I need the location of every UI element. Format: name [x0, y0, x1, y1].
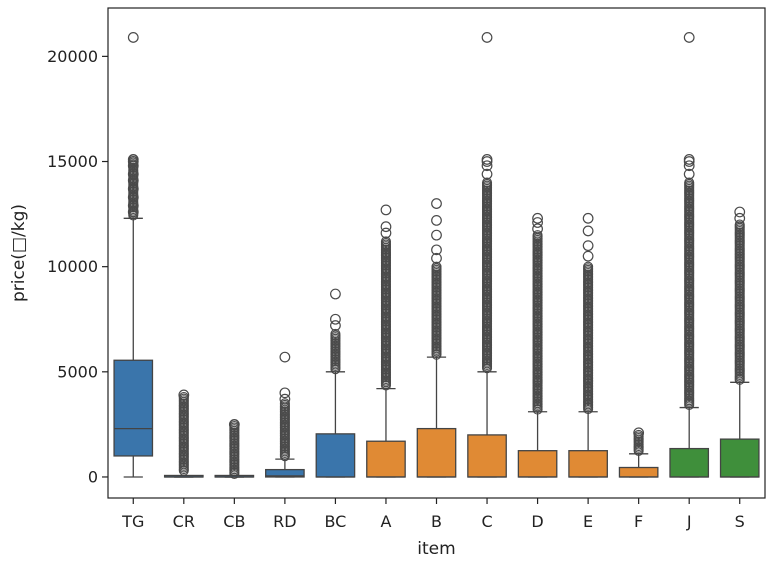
flier-point — [532, 217, 543, 228]
x-tick-label: E — [583, 512, 593, 531]
flier-point — [532, 212, 543, 224]
plot-frame — [107, 7, 766, 499]
box-iqr — [669, 447, 710, 478]
flier-point — [481, 154, 493, 165]
flier-point — [380, 227, 392, 239]
flier-point — [431, 198, 442, 209]
y-axis-label: price(□/kg) — [9, 204, 29, 302]
x-tick-label: S — [735, 512, 745, 531]
x-tick-label: CR — [173, 512, 195, 531]
y-tick-label: 0 — [88, 467, 98, 486]
flier-point — [330, 313, 341, 325]
box-iqr — [265, 468, 305, 478]
x-tick-label: A — [380, 512, 391, 531]
y-tick-label: 15000 — [47, 152, 98, 171]
box-b — [416, 198, 457, 478]
box-d — [517, 212, 558, 478]
box-s — [719, 206, 760, 478]
x-tick-label: BC — [324, 512, 346, 531]
flier-point — [279, 393, 291, 405]
box-tg — [113, 32, 154, 478]
x-tick-label: J — [686, 512, 692, 531]
box-iqr — [568, 450, 608, 478]
box-cb — [214, 418, 255, 480]
x-tick-label: D — [531, 512, 543, 531]
box-iqr — [517, 450, 558, 478]
box-iqr — [113, 359, 154, 457]
box-iqr — [719, 438, 760, 478]
flier-point — [380, 204, 392, 216]
flier-point — [279, 387, 291, 399]
flier-point — [178, 389, 190, 401]
flier-point — [127, 154, 139, 165]
x-tick-label: RD — [273, 512, 296, 531]
box-j — [669, 32, 710, 478]
box-iqr — [366, 440, 406, 478]
flier-point — [127, 191, 139, 203]
flier-point — [734, 206, 746, 218]
flier-point — [127, 168, 139, 180]
flier-point — [683, 154, 695, 165]
flier-point — [683, 32, 695, 43]
flier-point — [431, 229, 442, 241]
x-tick-label: CB — [223, 512, 245, 531]
flier-point — [532, 223, 543, 235]
x-tick-label: B — [431, 512, 442, 531]
flier-point — [582, 225, 594, 237]
flier-point — [228, 418, 240, 430]
x-tick-label: F — [634, 512, 643, 531]
flier-point — [582, 250, 594, 262]
flier-point — [127, 160, 139, 172]
flier-point — [279, 351, 291, 363]
box-iqr — [315, 433, 356, 478]
x-axis-ticks: TG CR CB RD BC A B C D E F J S — [121, 498, 745, 531]
box-rd — [265, 351, 305, 478]
y-tick-label: 5000 — [57, 362, 98, 381]
flier-point — [380, 221, 392, 233]
flier-point — [633, 427, 645, 439]
flier-point — [481, 32, 493, 43]
flier-point — [127, 175, 139, 186]
x-axis-label: item — [417, 539, 455, 559]
flier-point — [582, 212, 594, 224]
box-bc — [315, 288, 356, 478]
flier-point — [481, 168, 493, 180]
box-f — [618, 427, 659, 478]
y-axis-ticks: 0 5000 10000 15000 20000 — [47, 47, 108, 486]
flier-point — [330, 320, 341, 331]
flier-point — [431, 215, 442, 226]
flier-point — [734, 212, 746, 224]
flier-point — [582, 240, 594, 252]
flier-point — [431, 252, 442, 264]
box-e — [568, 212, 608, 478]
flier-point — [127, 200, 139, 212]
flier-point — [431, 244, 442, 256]
flier-point — [127, 206, 139, 218]
y-tick-label: 10000 — [47, 257, 98, 276]
flier-point — [127, 32, 139, 43]
flier-point — [127, 183, 139, 195]
x-tick-label: C — [481, 512, 492, 531]
flier-point — [330, 288, 341, 300]
box-iqr — [618, 466, 659, 478]
box-a — [366, 204, 406, 478]
box-series — [113, 32, 760, 480]
x-tick-label: TG — [121, 512, 144, 531]
box-c — [467, 32, 507, 478]
y-tick-label: 20000 — [47, 47, 98, 66]
box-iqr — [416, 427, 457, 478]
box-cr — [163, 389, 204, 478]
flier-point — [683, 168, 695, 180]
flier-point — [481, 160, 493, 172]
flier-point — [683, 160, 695, 172]
flier-point — [229, 468, 240, 480]
box-iqr — [467, 434, 507, 478]
